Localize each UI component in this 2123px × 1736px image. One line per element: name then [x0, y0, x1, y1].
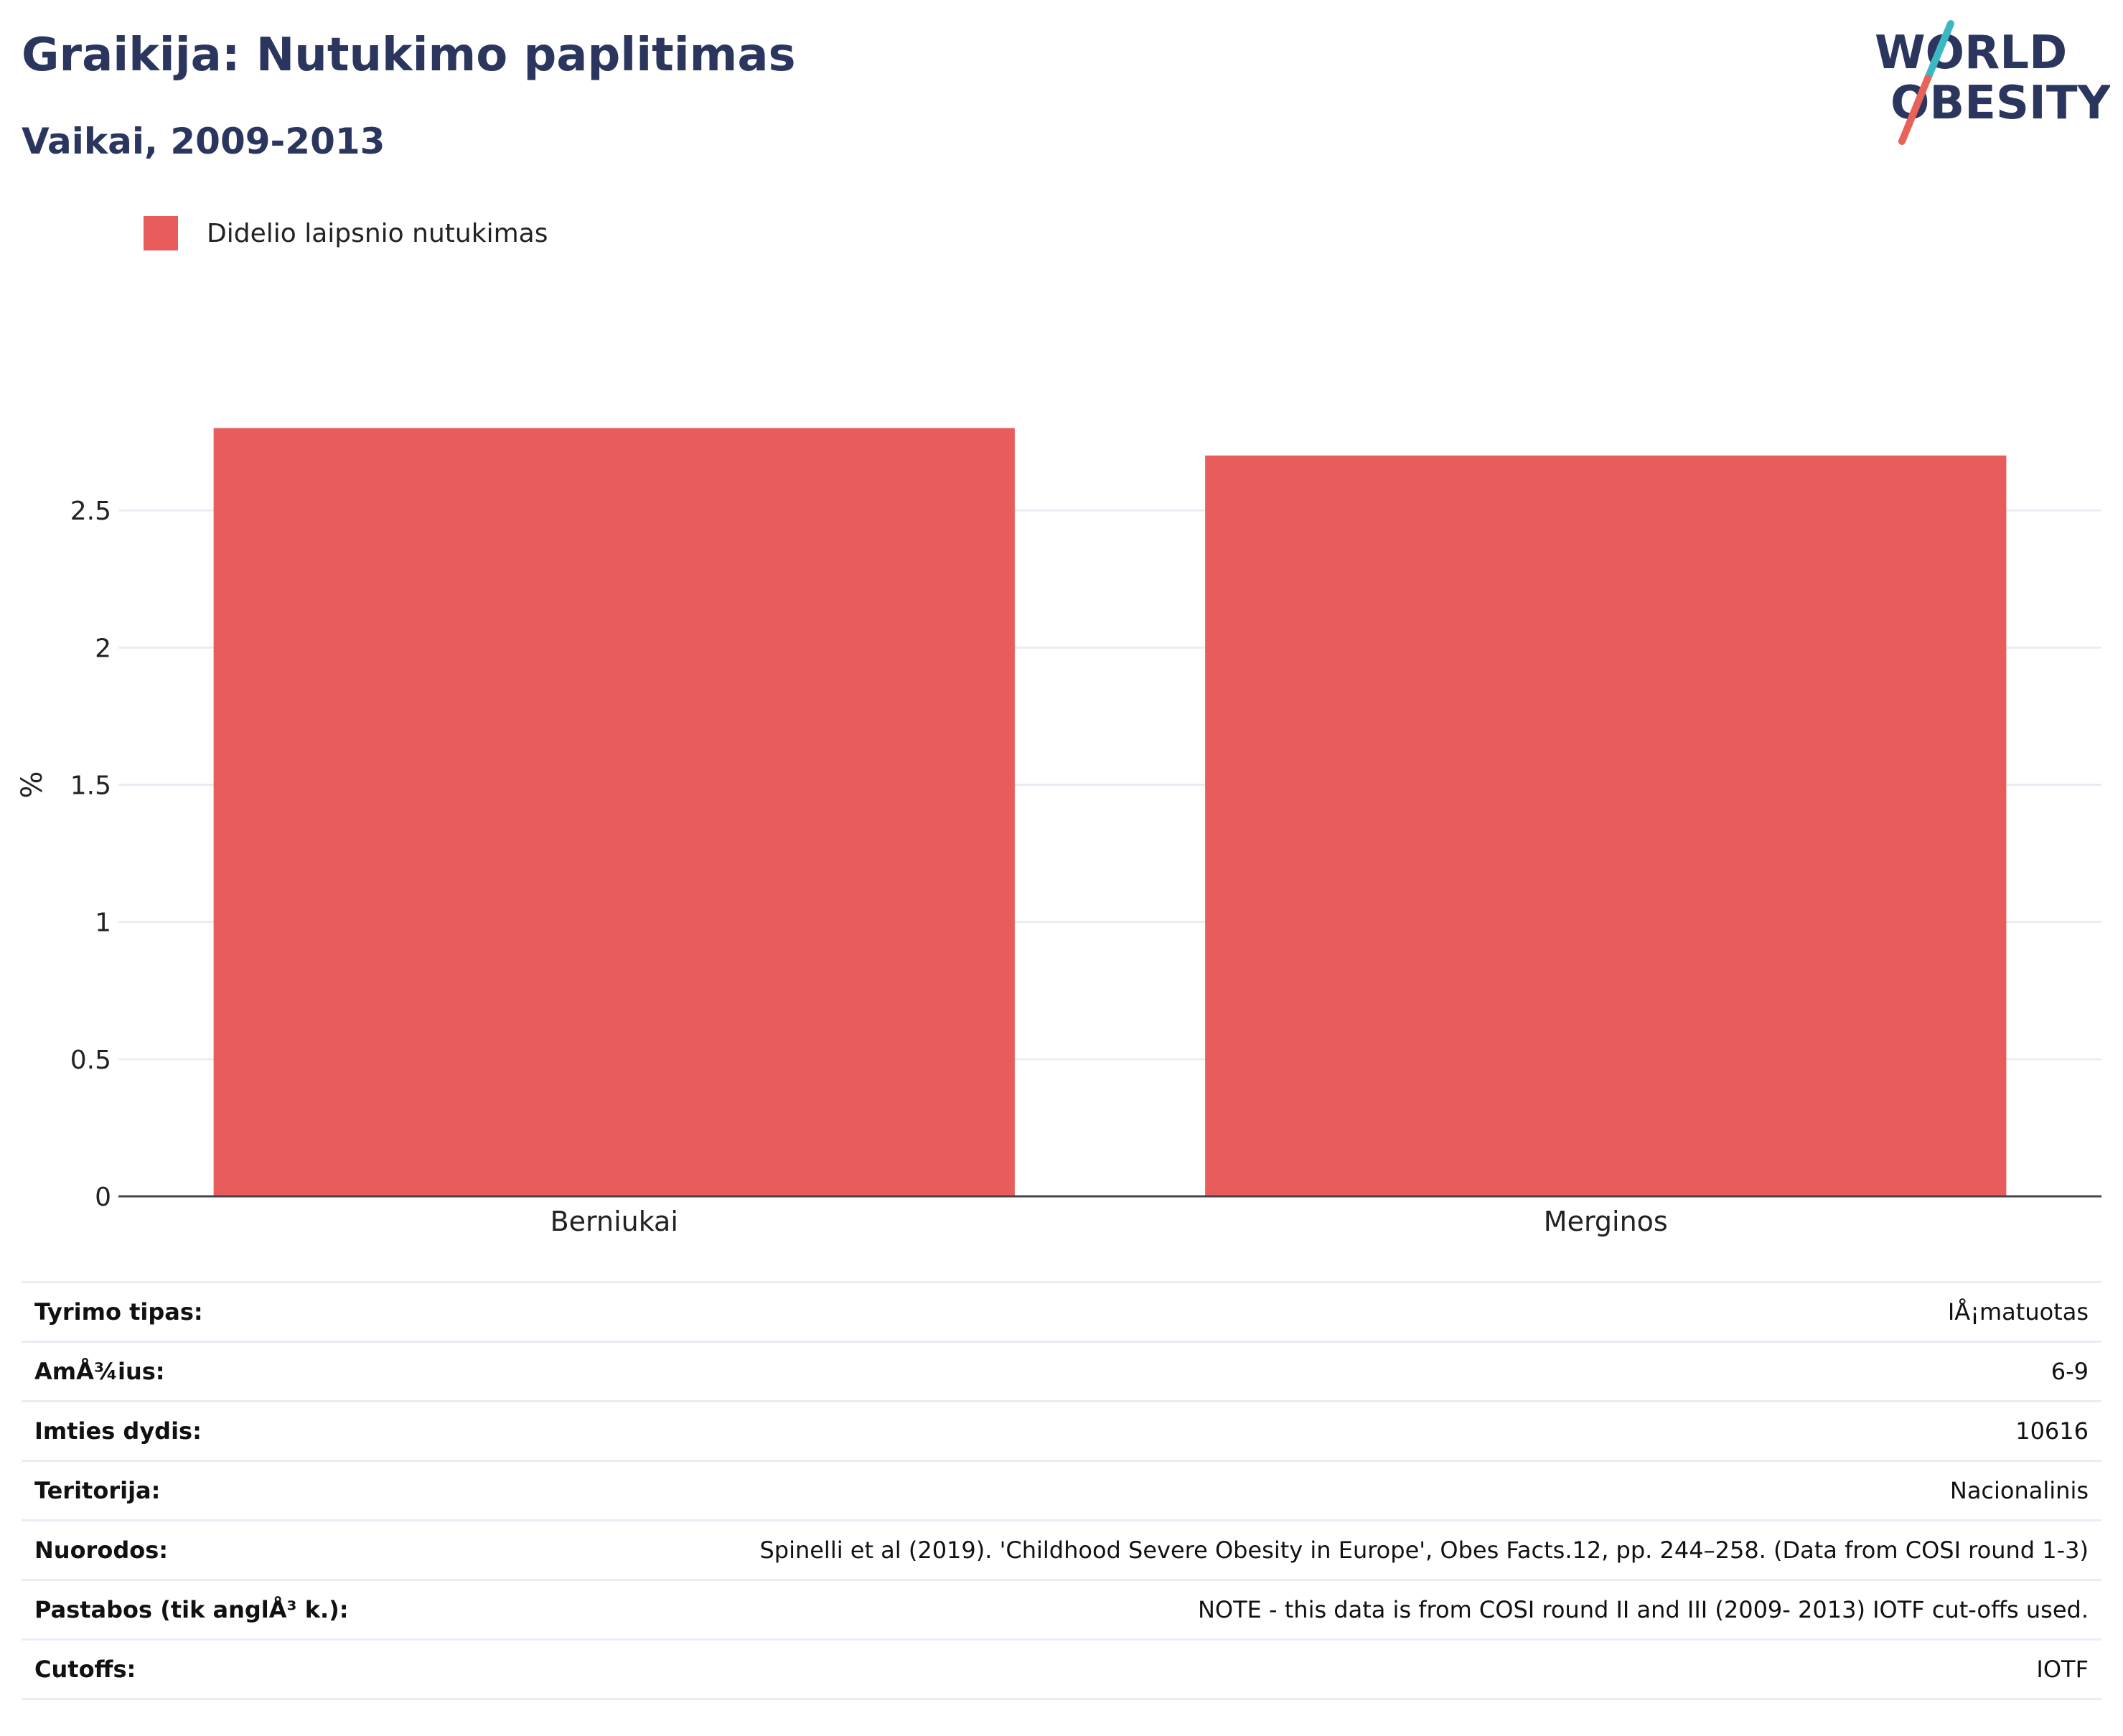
info-row: Imties dydis: 10616	[22, 1401, 2101, 1461]
info-value: IÅ¡matuotas	[1947, 1298, 2089, 1326]
info-label: Cutoffs:	[34, 1656, 136, 1683]
y-axis-title: %	[16, 771, 49, 798]
y-tick-label: 2.5	[70, 497, 111, 526]
bar-merginos	[1205, 455, 2007, 1197]
info-label: Teritorija:	[34, 1477, 161, 1504]
info-value: 6-9	[2051, 1358, 2089, 1385]
info-row: Pastabos (tik anglÅ³ k.): NOTE - this dat…	[22, 1580, 2101, 1640]
y-tick-label: 1	[95, 909, 111, 938]
world-obesity-logo: WORLD OBESITY	[1875, 20, 2110, 145]
info-value: NOTE - this data is from COSI round II a…	[1197, 1596, 2089, 1623]
y-tick-label: 2	[95, 634, 111, 663]
info-value: IOTF	[2036, 1656, 2089, 1683]
y-tick-label: 0	[95, 1183, 111, 1212]
info-label: Pastabos (tik anglÅ³ k.):	[34, 1596, 349, 1623]
info-row: Cutoffs: IOTF	[22, 1639, 2101, 1699]
y-tick-label: 0.5	[70, 1046, 111, 1075]
info-value: Nacionalinis	[1949, 1477, 2089, 1504]
info-row: AmÅ¾ius: 6-9	[22, 1341, 2101, 1402]
info-label: Tyrimo tipas:	[34, 1298, 203, 1326]
x-tick-label: Merginos	[1544, 1206, 1668, 1237]
x-tick-label: Berniukai	[550, 1206, 678, 1237]
info-label: Nuorodos:	[34, 1536, 169, 1564]
info-label: Imties dydis:	[34, 1417, 202, 1445]
info-label: AmÅ¾ius:	[34, 1358, 165, 1385]
bar-berniukai	[213, 428, 1015, 1196]
logo-slash-top	[1924, 20, 1954, 82]
legend-label: Didelio laipsnio nutukimas	[207, 218, 548, 248]
legend: Didelio laipsnio nutukimas	[144, 215, 548, 251]
info-value: 10616	[2015, 1417, 2089, 1445]
axis-layer: 0 0.5 1 1.5 2 2.5 Berniukai Merginos%	[16, 497, 2101, 1237]
logo-text-world: WORLD	[1875, 27, 2067, 80]
logo-slash-bottom	[1898, 75, 1931, 145]
chart-subtitle: Vaikai, 2009-2013	[22, 121, 385, 162]
info-table: Tyrimo tipas: IÅ¡matuotas AmÅ¾ius: 6-9 Imtie…	[22, 1281, 2101, 1700]
bar-layer	[213, 428, 2007, 1197]
bar-chart: 0 0.5 1 1.5 2 2.5 Berniukai Merginos%	[16, 428, 2101, 1237]
info-row: Nuorodos: Spinelli et al (2019). 'Childho…	[22, 1520, 2101, 1580]
info-row: Teritorija: Nacionalinis	[22, 1460, 2101, 1521]
chart-title: Graikija: Nutukimo paplitimas	[22, 29, 796, 82]
legend-swatch	[144, 216, 178, 250]
y-tick-label: 1.5	[70, 771, 111, 801]
info-value: Spinelli et al (2019). 'Childhood Severe…	[759, 1536, 2089, 1564]
info-row: Tyrimo tipas: IÅ¡matuotas	[22, 1282, 2101, 1342]
